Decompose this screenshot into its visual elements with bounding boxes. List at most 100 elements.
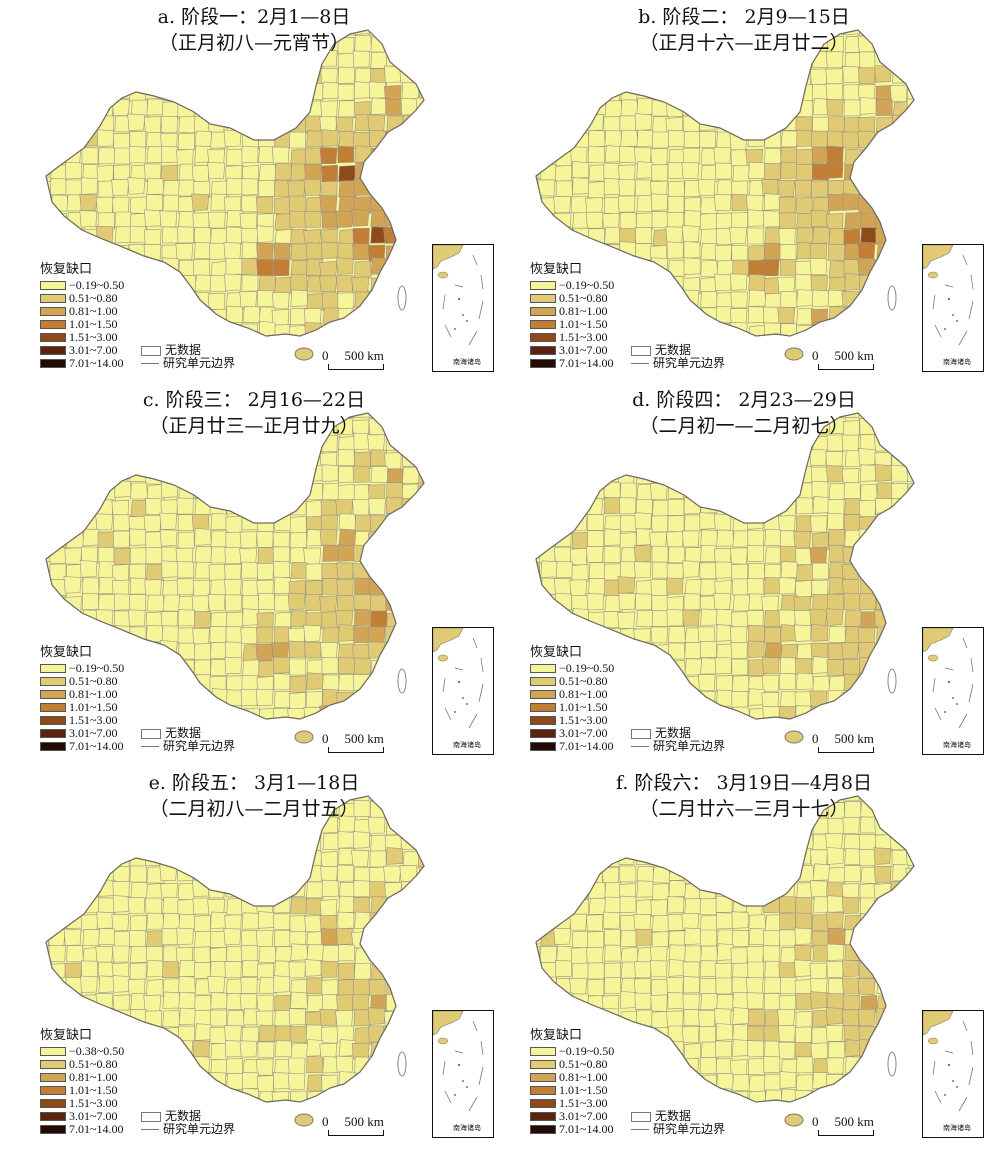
study-unit: [306, 977, 324, 995]
study-unit: [273, 1072, 291, 1090]
study-unit: [304, 914, 322, 933]
study-unit: [321, 1074, 339, 1092]
hainan-island: [784, 347, 804, 361]
study-unit: [761, 674, 780, 692]
legend-extra: 无数据 研究单元边界: [141, 344, 235, 370]
study-unit: [114, 82, 132, 100]
study-unit: [571, 196, 589, 214]
study-unit: [556, 69, 574, 87]
study-unit: [745, 115, 764, 133]
study-unit: [749, 1107, 766, 1124]
study-unit: [778, 929, 796, 947]
study-unit: [399, 209, 418, 228]
legend-nodata: 无数据: [631, 1110, 725, 1123]
study-unit: [178, 322, 196, 336]
study-unit: [46, 880, 53, 898]
study-unit: [256, 242, 274, 260]
study-unit: [536, 881, 541, 899]
study-unit: [288, 467, 306, 486]
study-unit: [538, 499, 556, 517]
legend-nodata: 无数据: [141, 344, 235, 357]
study-unit: [730, 833, 748, 851]
study-unit: [604, 100, 623, 118]
study-unit: [255, 84, 274, 103]
study-unit: [290, 481, 309, 499]
study-unit: [699, 640, 717, 659]
legend-label: −0.19~0.50: [69, 661, 125, 675]
study-unit: [619, 1087, 637, 1102]
study-unit: [208, 563, 226, 582]
study-unit: [386, 899, 405, 917]
study-unit: [399, 180, 418, 198]
study-unit: [112, 975, 130, 993]
study-unit: [844, 610, 863, 627]
study-unit: [226, 324, 244, 336]
study-unit: [128, 277, 146, 295]
study-unit: [258, 659, 276, 678]
study-unit: [369, 305, 387, 323]
study-unit: [224, 1040, 243, 1058]
study-unit: [714, 193, 732, 212]
study-unit: [114, 66, 133, 84]
study-unit: [684, 658, 703, 676]
study-unit: [876, 562, 894, 580]
country-border: [535, 795, 915, 1103]
study-unit: [731, 578, 749, 596]
study-unit: [401, 531, 419, 550]
scale-bar: 0 500 km: [322, 1114, 384, 1136]
study-unit: [875, 99, 893, 116]
study-unit: [746, 194, 764, 212]
scale-zero: 0: [812, 348, 819, 363]
study-unit: [274, 994, 292, 1013]
study-unit: [681, 99, 700, 117]
study-unit: [779, 244, 797, 262]
legend-boundary: 研究单元边界: [141, 1123, 235, 1136]
study-unit: [666, 833, 684, 850]
study-unit: [683, 241, 701, 259]
study-unit: [827, 927, 845, 946]
study-unit: [893, 338, 910, 355]
study-unit: [159, 451, 178, 470]
study-unit: [587, 962, 605, 980]
study-unit: [383, 1025, 402, 1043]
study-unit: [81, 83, 99, 101]
study-unit: [697, 98, 716, 116]
study-unit: [322, 544, 341, 562]
study-unit: [683, 1009, 701, 1027]
study-unit: [636, 161, 655, 179]
study-unit: [48, 624, 66, 642]
study-unit: [857, 241, 876, 260]
study-unit: [176, 578, 194, 596]
study-unit: [79, 448, 98, 466]
study-unit: [795, 580, 813, 598]
study-unit: [538, 226, 556, 244]
legend-item: 7.01~14.00: [530, 357, 614, 370]
inset-label: 南海诸岛: [943, 358, 971, 366]
study-unit: [46, 52, 51, 71]
study-unit: [272, 465, 291, 483]
study-unit: [418, 226, 424, 244]
study-unit: [288, 850, 306, 869]
study-unit: [129, 865, 147, 883]
study-unit: [730, 547, 748, 565]
study-unit: [890, 895, 908, 913]
study-unit: [49, 976, 67, 994]
study-unit: [809, 962, 828, 980]
study-unit: [538, 451, 556, 469]
study-unit: [210, 642, 228, 660]
study-unit: [321, 657, 339, 675]
study-unit: [63, 228, 82, 246]
study-unit: [257, 835, 275, 853]
study-unit: [891, 992, 909, 1010]
study-unit: [271, 69, 290, 87]
study-unit: [603, 496, 622, 515]
study-unit: [650, 1073, 668, 1091]
study-unit: [386, 943, 405, 961]
study-unit: [666, 211, 684, 229]
study-unit: [843, 482, 861, 500]
study-unit: [417, 498, 424, 516]
study-unit: [857, 116, 876, 134]
study-unit: [825, 68, 844, 86]
legend-swatch: [40, 281, 66, 290]
study-unit: [144, 706, 162, 719]
